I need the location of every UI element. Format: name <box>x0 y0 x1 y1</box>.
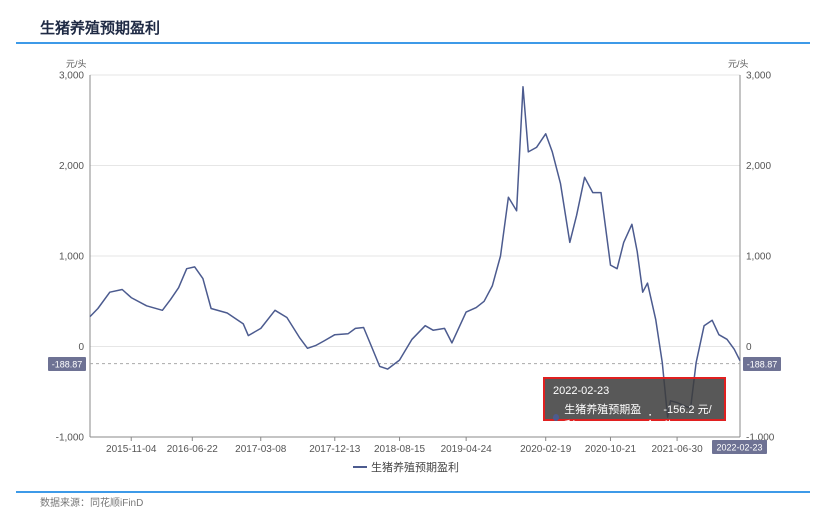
tooltip-separator: ： <box>647 412 659 424</box>
x-tick-label: 2020-02-19 <box>520 444 572 455</box>
x-tick-label: 2018-08-15 <box>374 444 426 455</box>
tooltip-value: -156.2 元/头 <box>663 404 712 432</box>
data-source: 数据来源：同花顺iFinD <box>40 498 144 509</box>
legend-label: 生猪养殖预期盈利 <box>371 460 459 474</box>
y-tick-label-right: 3,000 <box>746 71 771 82</box>
footer-divider <box>16 491 810 493</box>
data-tooltip: 2022-02-23 生猪养殖预期盈利 ： -156.2 元/头 <box>543 377 726 432</box>
tooltip-series-dot <box>553 413 560 421</box>
y-tick-label-right: 0 <box>746 342 752 353</box>
page-title: 生猪养殖预期盈利 <box>40 20 161 37</box>
left-y-ticks: -1,000 0 1,000 2,000 3,000 <box>56 71 85 444</box>
x-tick-label: 2019-04-24 <box>441 444 493 455</box>
x-ticks: 2015-11-04 2016-06-22 2017-03-08 2017-12-13… <box>106 437 703 455</box>
y-tick-label-left: 0 <box>78 342 84 353</box>
tooltip-series-name: 生猪养殖预期盈利 <box>564 404 642 432</box>
svg-text:-188.87: -188.87 <box>747 360 778 370</box>
x-value-marker: 2022-02-23 <box>712 440 767 454</box>
left-value-marker: -188.87 <box>48 357 86 371</box>
x-tick-label: 2020-10-21 <box>585 444 637 455</box>
svg-text:2022-02-23: 2022-02-23 <box>716 443 762 453</box>
series-line-生猪养殖预期盈利[interactable] <box>89 86 741 418</box>
y-tick-label-left: 2,000 <box>59 161 84 172</box>
x-tick-label: 2021-06-30 <box>652 444 704 455</box>
right-unit-label: 元/头 <box>728 59 749 69</box>
y-tick-label-right: 1,000 <box>746 252 771 263</box>
legend[interactable]: 生猪养殖预期盈利 <box>353 460 459 474</box>
x-tick-label: 2015-11-04 <box>106 444 157 455</box>
left-unit-label: 元/头 <box>66 59 87 69</box>
y-tick-label-left: -1,000 <box>56 433 85 444</box>
tooltip-date: 2022-02-23 <box>553 385 610 397</box>
right-y-ticks: -1,000 0 1,000 2,000 3,000 <box>746 71 775 444</box>
y-tick-label-left: 1,000 <box>59 252 84 263</box>
title-divider <box>16 42 810 44</box>
right-value-marker: -188.87 <box>743 357 781 371</box>
svg-text:-188.87: -188.87 <box>52 360 83 370</box>
x-tick-label: 2017-03-08 <box>235 444 287 455</box>
y-tick-label-right: 2,000 <box>746 161 771 172</box>
y-tick-label-left: 3,000 <box>59 71 84 82</box>
x-tick-label: 2016-06-22 <box>167 444 219 455</box>
y-tick-label-right: -1,000 <box>746 433 775 444</box>
x-tick-label: 2017-12-13 <box>309 444 361 455</box>
